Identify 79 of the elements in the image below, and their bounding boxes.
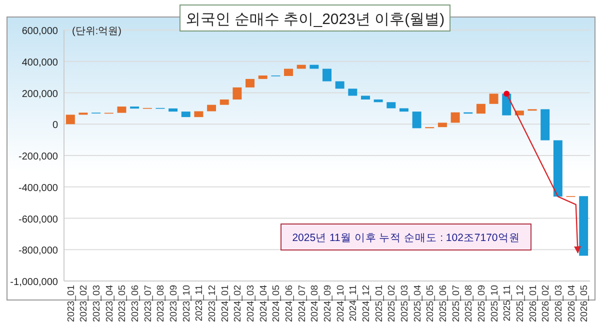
x-tick-label: 2023_06 [130,285,142,322]
bar [194,111,204,118]
x-tick-label: 2025_12 [514,285,526,322]
bar [322,68,332,82]
bar [207,104,216,112]
x-tick-label: 2026_02 [540,285,552,322]
x-tick-label: 2023_03 [92,285,103,322]
bar [553,140,562,197]
bar [386,102,396,108]
bar [232,87,242,100]
bar [220,99,229,105]
x-tick-label: 2023_11 [194,285,206,322]
bar [399,108,408,112]
bar [579,196,588,256]
y-tick-label: -200,000 [18,152,58,162]
x-tick-label: 2025_05 [425,285,436,322]
x-tick-label: 2025_08 [464,285,475,322]
y-tick-label: -800,000 [18,246,58,257]
x-tick-label: 2024_02 [232,285,244,322]
bar [284,68,293,76]
x-tick-label: 2024_04 [258,285,270,322]
x-tick-label: 2025_07 [450,285,462,322]
bar [540,109,550,140]
bar [117,106,126,113]
x-tick-label: 2023_04 [104,285,116,322]
x-tick-label: 2024_07 [296,285,308,322]
x-tick-label: 2025_02 [386,285,398,322]
x-tick-label: 2023_05 [117,285,128,322]
x-tick-label: 2023_08 [156,285,167,322]
x-tick-label: 2024_06 [284,285,296,322]
x-tick-label: 2024_08 [310,285,321,322]
x-tick-label: 2023_07 [142,285,154,322]
x-tick-label: 2023_12 [207,285,218,322]
x-tick-label: 2025_01 [374,285,385,322]
x-tick-label: 2025_03 [399,285,410,322]
y-tick-label: 400,000 [22,57,58,68]
x-tick-label: 2023_01 [66,285,77,322]
x-tick-label: 2024_09 [322,285,334,322]
x-tick-label: 2024_01 [220,285,231,322]
y-tick-label: 200,000 [22,88,58,100]
x-tick-label: 2023_09 [168,285,180,322]
y-tick-label: 600,000 [22,26,58,37]
bar [246,78,255,88]
x-tick-label: 2023_02 [78,285,90,322]
y-tick-label: -1,000,000 [10,277,58,288]
bar [476,104,486,114]
bar [66,114,75,124]
bar [258,75,268,79]
y-axis-title: (단위:억원) [72,26,122,37]
x-tick-label: 2025_11 [502,285,514,322]
x-tick-label: 2025_04 [412,285,424,322]
annotation: 2025년 11월 이후 누적 순매도 : 102조7170억원 [292,232,520,244]
x-tick-label: 2026_01 [528,285,539,322]
bar [348,88,358,96]
x-tick-label: 2025_10 [489,285,500,322]
x-tick-label: 2026_05 [579,285,590,322]
x-tick-label: 2023_10 [181,285,192,322]
x-tick-label: 2025_09 [476,285,488,322]
x-tick-label: 2024_12 [360,285,372,322]
bar [374,99,383,102]
bar [412,112,422,128]
x-tick-label: 2024_10 [335,285,346,322]
bar [489,94,498,104]
x-tick-label: 2026_03 [553,285,564,322]
bar [450,112,460,123]
bar [181,112,190,118]
x-tick-label: 2024_11 [348,285,360,322]
y-tick-label: -600,000 [18,214,58,226]
y-tick-label: 0 [52,120,58,132]
bar [438,122,447,128]
bar [335,81,344,89]
chart-title: 외국인 순매수 추이_2023년 이후(월별) [185,11,445,28]
x-tick-label: 2025_06 [438,285,449,322]
bar [168,108,178,112]
x-tick-label: 2024_05 [271,285,282,322]
bar [361,96,370,100]
y-tick-label: -400,000 [18,182,58,194]
x-tick-label: 2026_04 [566,285,578,322]
x-tick-label: 2024_03 [246,285,257,322]
